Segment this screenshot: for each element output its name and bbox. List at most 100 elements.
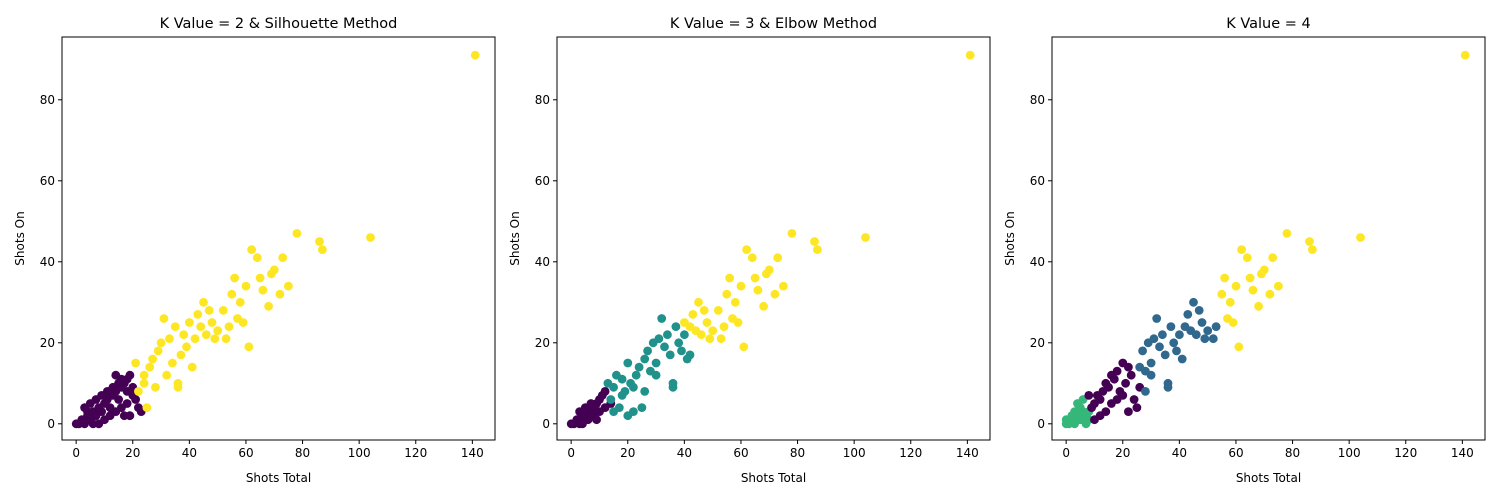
data-point <box>702 318 712 327</box>
data-point <box>1112 366 1122 376</box>
data-point <box>221 334 231 344</box>
data-point <box>747 253 757 263</box>
chart-title: K Value = 2 & Silhouette Method <box>160 16 398 32</box>
data-point <box>733 318 743 327</box>
data-point <box>674 338 684 348</box>
data-point <box>640 387 650 396</box>
data-point <box>586 399 596 408</box>
data-point <box>606 395 616 404</box>
data-point <box>1101 407 1111 416</box>
data-point <box>623 358 633 368</box>
x-tick-label: 40 <box>677 446 692 460</box>
plot-frame <box>61 36 496 441</box>
data-point <box>1200 334 1210 344</box>
data-point <box>247 245 256 255</box>
data-point <box>145 362 155 372</box>
data-point <box>199 297 208 307</box>
data-point <box>680 330 689 340</box>
chart-title: K Value = 4 <box>1226 16 1311 32</box>
data-point <box>665 350 675 360</box>
data-point <box>182 342 191 352</box>
data-point <box>1274 281 1283 291</box>
data-point <box>1175 330 1184 340</box>
data-point <box>218 306 228 315</box>
data-point <box>1259 265 1269 275</box>
data-point <box>196 322 206 331</box>
x-axis-label: Shots Total <box>246 471 311 485</box>
data-point <box>153 346 163 356</box>
x-tick-label: 20 <box>620 446 635 460</box>
data-point <box>255 273 265 283</box>
x-axis-label: Shots Total <box>741 471 806 485</box>
data-point <box>1152 314 1162 323</box>
data-point <box>1460 50 1470 60</box>
data-point <box>269 265 279 275</box>
data-point <box>736 281 746 291</box>
y-tick-label: 60 <box>40 174 55 188</box>
data-point <box>609 382 618 392</box>
data-point <box>1160 350 1170 360</box>
data-point <box>258 285 268 295</box>
data-point <box>1124 362 1133 372</box>
data-point <box>1356 233 1365 242</box>
data-point <box>244 342 254 352</box>
data-point <box>742 245 751 255</box>
data-point <box>1109 374 1119 384</box>
x-tick-label: 0 <box>72 446 80 460</box>
data-point <box>651 358 661 368</box>
data-point <box>213 326 223 335</box>
data-point <box>1265 289 1275 299</box>
y-tick-label: 80 <box>535 93 550 107</box>
data-point <box>1124 407 1133 416</box>
data-point <box>1163 382 1173 392</box>
data-point <box>716 334 726 344</box>
data-point <box>179 330 189 340</box>
data-point <box>1248 285 1258 295</box>
data-point <box>705 334 715 344</box>
data-point <box>1231 281 1241 291</box>
data-point <box>134 387 143 396</box>
data-points <box>1061 50 1470 429</box>
data-point <box>1254 301 1263 311</box>
data-point <box>1146 370 1156 380</box>
x-tick-label: 120 <box>404 446 427 460</box>
data-point <box>1129 395 1139 404</box>
y-tick-label: 80 <box>40 93 55 107</box>
data-point <box>719 322 729 331</box>
data-point <box>210 334 220 344</box>
data-point <box>142 403 152 412</box>
data-point <box>677 346 686 356</box>
x-tick-label: 140 <box>956 446 979 460</box>
data-point <box>759 301 768 311</box>
data-point <box>1172 346 1181 356</box>
data-point <box>151 382 160 392</box>
data-point <box>643 346 652 356</box>
data-point <box>764 265 774 275</box>
y-axis-label: Shots On <box>1003 211 1017 265</box>
data-point <box>1237 245 1246 255</box>
data-point <box>292 229 302 238</box>
x-tick-label: 140 <box>1451 446 1474 460</box>
data-point <box>238 318 248 327</box>
data-point <box>1104 382 1113 392</box>
x-tick-label: 60 <box>1228 446 1243 460</box>
data-point <box>787 229 797 238</box>
data-point <box>1126 370 1136 380</box>
data-point <box>264 301 273 311</box>
data-point <box>654 334 664 344</box>
data-point <box>173 382 183 392</box>
data-point <box>1268 253 1278 263</box>
data-point <box>1121 378 1130 388</box>
data-point <box>1234 342 1244 352</box>
x-tick-label: 40 <box>1172 446 1187 460</box>
data-point <box>88 419 98 429</box>
data-point <box>1245 273 1255 283</box>
data-point <box>190 334 200 344</box>
y-tick-label: 0 <box>47 417 55 431</box>
y-tick-label: 20 <box>40 336 55 350</box>
y-tick-label: 0 <box>1037 417 1045 431</box>
y-axis-label: Shots On <box>13 211 27 265</box>
data-point <box>318 245 327 255</box>
data-point <box>722 289 732 299</box>
